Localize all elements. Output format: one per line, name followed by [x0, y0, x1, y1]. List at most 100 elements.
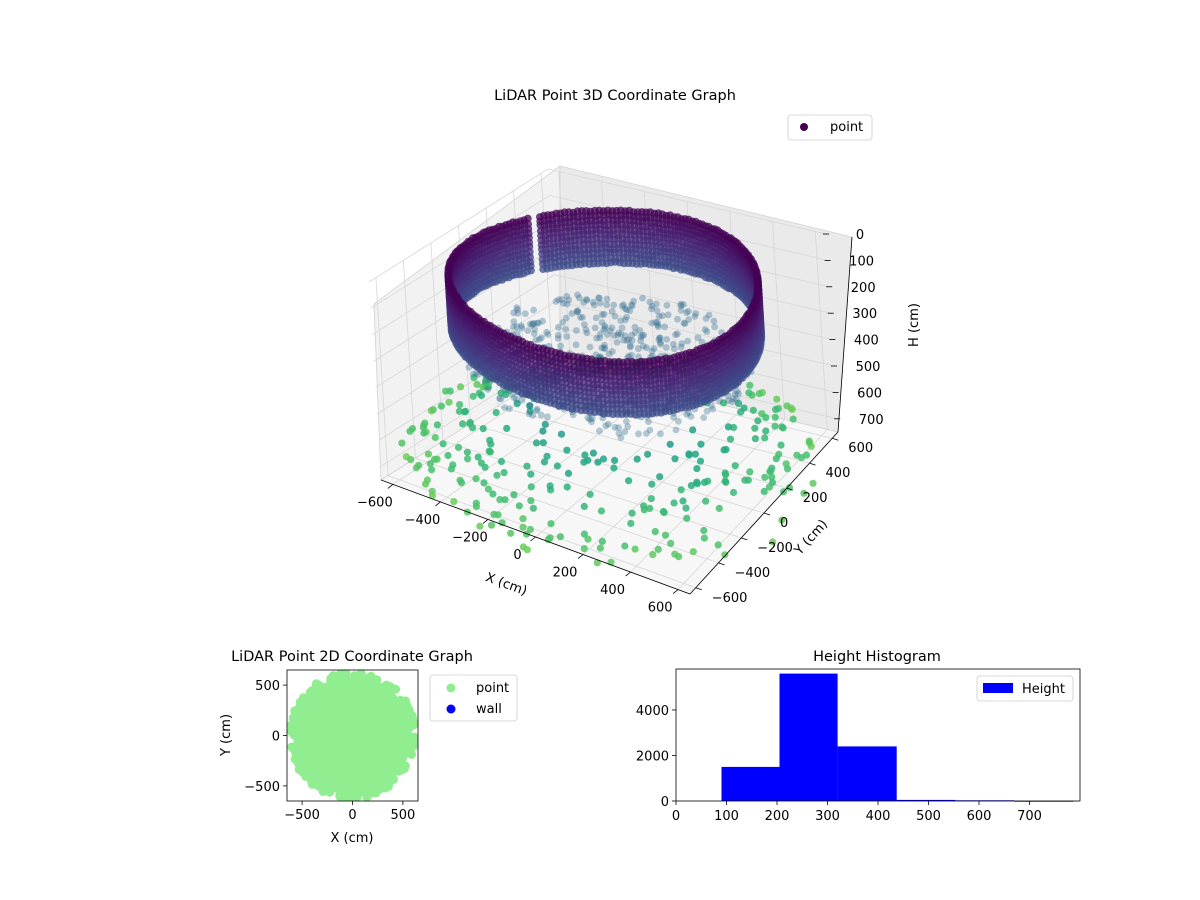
data-point-3d	[415, 461, 423, 469]
data-point-3d	[459, 420, 467, 428]
data-point-3d	[529, 504, 538, 512]
data-point-3d	[601, 341, 608, 349]
data-point-3d	[510, 491, 518, 499]
chart-3d: LiDAR Point 3D Coordinate Graph −600 −400…	[357, 88, 922, 616]
data-point-2d	[379, 682, 388, 692]
data-point-3d	[626, 307, 634, 315]
legend-3d-marker	[800, 123, 808, 131]
data-point-3d	[519, 523, 527, 531]
data-point-3d	[555, 323, 562, 331]
data-point-3d	[586, 415, 594, 423]
data-point-3d	[573, 327, 580, 334]
data-point-3d	[755, 390, 764, 398]
data-point-3d	[602, 422, 610, 430]
data-point-3d	[675, 417, 682, 425]
data-point-3d	[589, 298, 597, 306]
data-point-3d	[631, 329, 639, 336]
data-point-3d	[564, 469, 573, 477]
data-point-3d	[692, 310, 700, 317]
data-point-3d	[697, 440, 705, 448]
legend-2d-wall-label: wall	[476, 702, 502, 717]
data-point-3d	[643, 430, 650, 437]
grid-line	[814, 231, 828, 430]
point-cloud-2d	[287, 670, 418, 801]
data-point-3d	[601, 322, 609, 330]
x-tick-3d	[387, 484, 394, 489]
data-point-3d	[685, 409, 692, 417]
data-point-3d	[779, 424, 787, 432]
data-point-3d	[648, 319, 656, 327]
data-point-3d	[513, 396, 520, 403]
data-point-3d	[563, 446, 571, 454]
data-point-3d	[724, 423, 733, 431]
data-point-3d	[626, 400, 634, 409]
legend-2d-point-marker	[446, 683, 456, 693]
data-point-3d	[648, 305, 655, 313]
data-point-3d	[530, 319, 538, 327]
data-point-3d	[653, 307, 661, 315]
data-point-3d	[463, 448, 471, 456]
data-point-3d	[583, 329, 591, 337]
data-point-3d	[514, 306, 521, 314]
data-point-3d	[664, 311, 672, 319]
x-tick-label-2d: −500	[284, 808, 320, 823]
data-point-3d	[677, 302, 685, 310]
data-point-3d	[569, 411, 577, 419]
data-point-3d	[563, 300, 571, 308]
data-point-3d	[702, 497, 710, 505]
data-point-3d	[687, 482, 696, 490]
data-point-3d	[554, 331, 562, 339]
data-point-3d	[586, 490, 594, 498]
grid-line	[375, 274, 833, 388]
data-point-3d	[523, 462, 531, 470]
data-point-3d	[456, 401, 464, 409]
z-tick-label-3d: 400	[854, 334, 879, 349]
data-point-3d	[809, 479, 817, 487]
data-point-3d	[650, 345, 658, 352]
data-point-3d	[523, 546, 531, 554]
grid-line	[772, 221, 785, 420]
data-point-3d	[672, 331, 679, 339]
data-point-3d	[722, 478, 730, 486]
y-tick-3d	[832, 437, 839, 441]
data-point-3d	[529, 411, 537, 419]
data-point-3d	[580, 299, 588, 306]
data-point-3d	[544, 331, 552, 338]
data-point-3d	[497, 389, 505, 397]
data-point-2d	[305, 770, 315, 780]
data-point-3d	[546, 534, 554, 542]
data-point-3d	[580, 530, 589, 538]
data-point-2d	[389, 774, 398, 784]
chart-2d: LiDAR Point 2D Coordinate Graph −500 0 500…	[219, 649, 518, 846]
data-point-3d	[593, 559, 601, 567]
data-point-3d	[659, 312, 666, 320]
data-point-3d	[778, 516, 786, 524]
data-point-3d	[606, 327, 614, 335]
histogram-x-tick-label: 500	[916, 809, 941, 824]
data-point-3d	[638, 332, 646, 339]
data-point-3d	[480, 479, 488, 487]
data-point-3d	[710, 317, 718, 325]
x-tick-label-3d: −200	[452, 530, 488, 545]
data-point-3d	[547, 520, 555, 528]
data-point-3d	[661, 531, 670, 539]
data-point-3d	[627, 343, 634, 351]
data-point-3d	[461, 407, 469, 415]
data-point-3d	[469, 392, 477, 400]
data-point-3d	[680, 301, 687, 308]
data-point-3d	[687, 413, 695, 420]
data-point-2d	[316, 781, 326, 791]
data-point-3d	[734, 390, 742, 398]
legend-histogram-swatch	[983, 683, 1013, 693]
data-point-3d	[532, 336, 540, 344]
data-point-3d	[719, 399, 728, 407]
y-axis-label-2d: Y (cm)	[219, 714, 234, 757]
data-point-3d	[675, 553, 683, 561]
data-point-2d	[396, 762, 406, 772]
data-point-3d	[510, 318, 518, 325]
data-point-3d	[536, 335, 543, 343]
data-point-3d	[726, 435, 735, 443]
data-point-3d	[464, 455, 472, 463]
data-point-3d	[492, 408, 500, 417]
data-point-3d	[610, 464, 618, 472]
